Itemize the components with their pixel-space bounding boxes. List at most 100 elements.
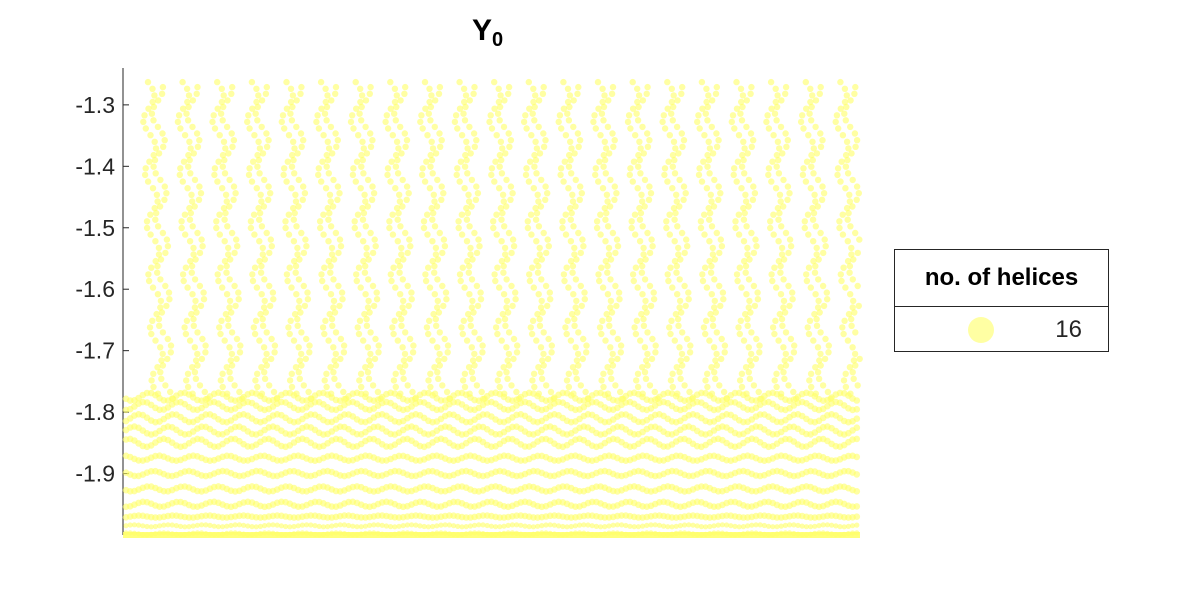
scatter-point [471,83,478,91]
scatter-point [409,522,415,528]
scatter-point [611,196,618,203]
scatter-point [799,523,805,529]
scatter-point [390,330,397,338]
scatter-point [357,185,364,192]
scatter-point [459,377,467,384]
scatter-point [534,310,541,318]
scatter-point [367,83,374,91]
scatter-point [802,178,810,185]
scatter-point [800,125,807,132]
scatter-point [804,211,812,218]
scatter-point [218,98,226,106]
scatter-point [799,112,806,119]
scatter-point [698,78,706,86]
scatter-point [427,117,434,124]
scatter-point [491,105,498,112]
scatter-point [259,150,267,157]
scatter-point [564,317,571,324]
scatter-point [185,103,192,111]
scatter-point [461,383,469,391]
scatter-point [254,383,261,391]
scatter-point [640,322,648,329]
scatter-point [635,103,642,111]
scatter-point [695,171,703,179]
scatter-point [579,236,586,243]
scatter-point [635,151,642,159]
scatter-point [789,296,796,303]
scatter-point [746,375,753,382]
scatter-point [351,218,358,225]
scatter-point [159,329,167,336]
scatter-point [207,522,213,529]
scatter-point [856,355,863,363]
scatter-point [184,185,191,192]
scatter-point [729,112,737,119]
scatter-point [231,249,238,257]
scatter-point [567,204,574,212]
scatter-point [494,264,501,271]
scatter-point [421,78,429,86]
scatter-point [534,191,541,198]
scatter-point [639,198,646,205]
scatter-point [422,105,429,112]
scatter-point [162,382,169,389]
scatter-point [850,297,857,305]
scatter-point [151,92,158,99]
scatter-point [490,218,497,225]
scatter-point [340,349,348,356]
scatter-point [711,523,717,529]
scatter-point [389,132,396,139]
scatter-point [548,349,555,356]
scatter-point [597,231,604,238]
scatter-point [186,524,192,530]
scatter-point [328,315,336,323]
scatter-point [674,291,681,298]
scatter-point [817,350,824,358]
scatter-point [455,218,462,225]
scatter-point [295,369,302,376]
scatter-point [790,388,797,396]
scatter-point [812,198,819,205]
scatter-point [708,364,715,371]
scatter-point [257,269,265,276]
scatter-point [391,85,399,93]
scatter-point [774,204,782,212]
scatter-point [562,211,569,218]
scatter-point [665,158,672,165]
scatter-point [194,522,200,528]
scatter-point [513,388,520,396]
scatter-point [289,92,297,99]
scatter-point [637,337,644,344]
scatter-point [418,171,426,179]
scatter-point [824,522,831,528]
scatter-point [608,375,615,382]
scatter-point [369,137,376,144]
scatter-point [791,342,798,349]
scatter-point [573,375,580,382]
scatter-point [288,163,296,170]
scatter-point [296,297,303,305]
scatter-point [216,211,223,218]
scatter-point [747,130,755,137]
scatter-point [467,315,474,323]
scatter-point [219,163,226,170]
scatter-point [581,296,588,303]
scatter-point [401,130,408,137]
scatter-point [673,123,681,131]
scatter-point [427,163,434,170]
scatter-point [247,224,255,232]
scatter-point [470,309,477,316]
scatter-point [365,297,372,305]
scatter-point [771,110,779,117]
scatter-point [833,112,841,119]
scatter-point [466,223,473,230]
scatter-point [471,350,478,358]
scatter-point [598,524,604,530]
scatter-point [754,289,761,296]
scatter-point [388,277,395,285]
scatter-point [290,138,297,145]
scatter-point [767,78,775,86]
scatter-point [160,143,167,150]
scatter-point [536,315,543,323]
scatter-point [808,524,814,530]
